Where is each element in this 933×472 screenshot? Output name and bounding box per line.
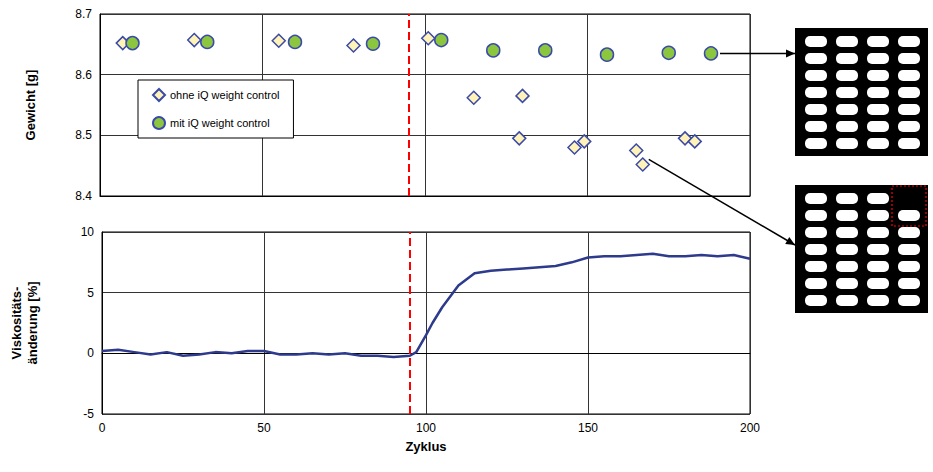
svg-text:8.7: 8.7 xyxy=(75,7,92,21)
svg-text:änderung [%]: änderung [%] xyxy=(25,281,40,364)
svg-text:100: 100 xyxy=(416,421,436,435)
svg-text:150: 150 xyxy=(578,421,598,435)
svg-text:0: 0 xyxy=(99,421,106,435)
svg-text:8.4: 8.4 xyxy=(75,189,92,203)
svg-text:5: 5 xyxy=(87,286,94,300)
svg-text:mit iQ weight control: mit iQ weight control xyxy=(170,117,270,129)
svg-text:0: 0 xyxy=(87,346,94,360)
svg-text:Zyklus: Zyklus xyxy=(405,439,446,454)
svg-text:Viskositäts-: Viskositäts- xyxy=(9,287,24,360)
svg-text:8.5: 8.5 xyxy=(75,128,92,142)
svg-text:50: 50 xyxy=(257,421,271,435)
svg-text:200: 200 xyxy=(740,421,760,435)
svg-text:10: 10 xyxy=(81,225,95,239)
svg-text:8.6: 8.6 xyxy=(75,68,92,82)
svg-text:-5: -5 xyxy=(83,407,94,421)
svg-text:Gewicht [g]: Gewicht [g] xyxy=(23,70,38,141)
svg-text:ohne iQ weight control: ohne iQ weight control xyxy=(170,89,279,101)
